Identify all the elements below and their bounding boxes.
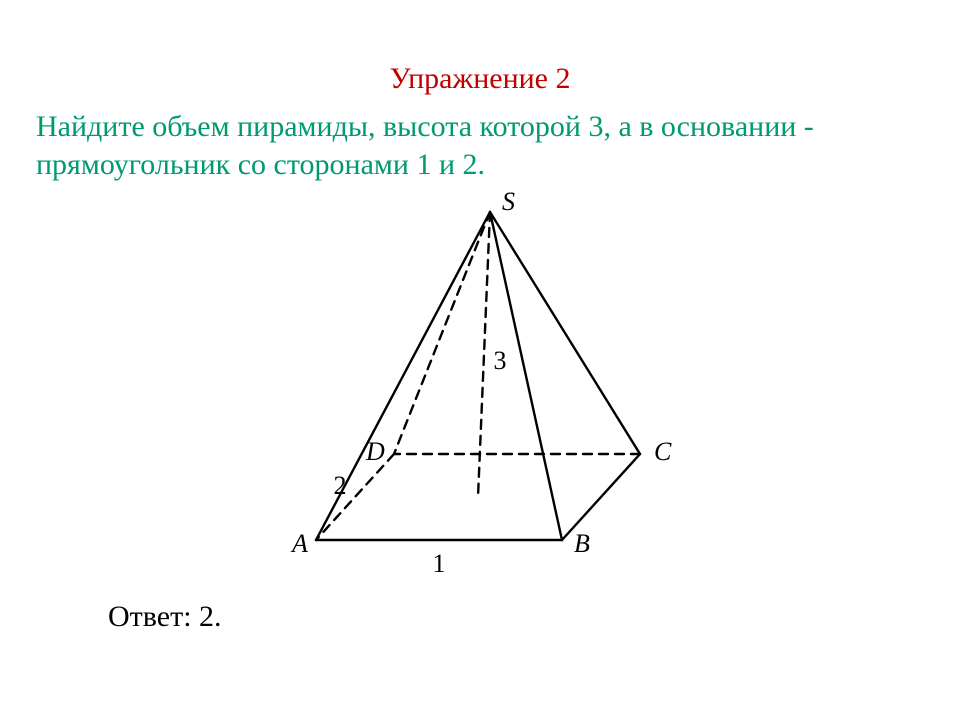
svg-text:1: 1 xyxy=(433,549,446,578)
answer-label: Ответ: xyxy=(108,600,199,633)
page: Упражнение 2 Найдите объем пирамиды, выс… xyxy=(0,0,960,720)
svg-text:D: D xyxy=(365,437,385,466)
svg-text:A: A xyxy=(290,529,308,558)
answer-value: 2. xyxy=(199,600,222,633)
svg-text:C: C xyxy=(654,437,672,466)
svg-text:S: S xyxy=(502,187,515,216)
exercise-title: Упражнение 2 xyxy=(0,62,960,96)
problem-text: Найдите объем пирамиды, высота которой 3… xyxy=(36,108,924,183)
svg-text:2: 2 xyxy=(334,471,347,500)
pyramid-figure: ABCDS123 xyxy=(240,194,720,594)
svg-text:B: B xyxy=(574,529,590,558)
answer: Ответ: 2. xyxy=(108,600,222,634)
svg-text:3: 3 xyxy=(494,346,507,375)
